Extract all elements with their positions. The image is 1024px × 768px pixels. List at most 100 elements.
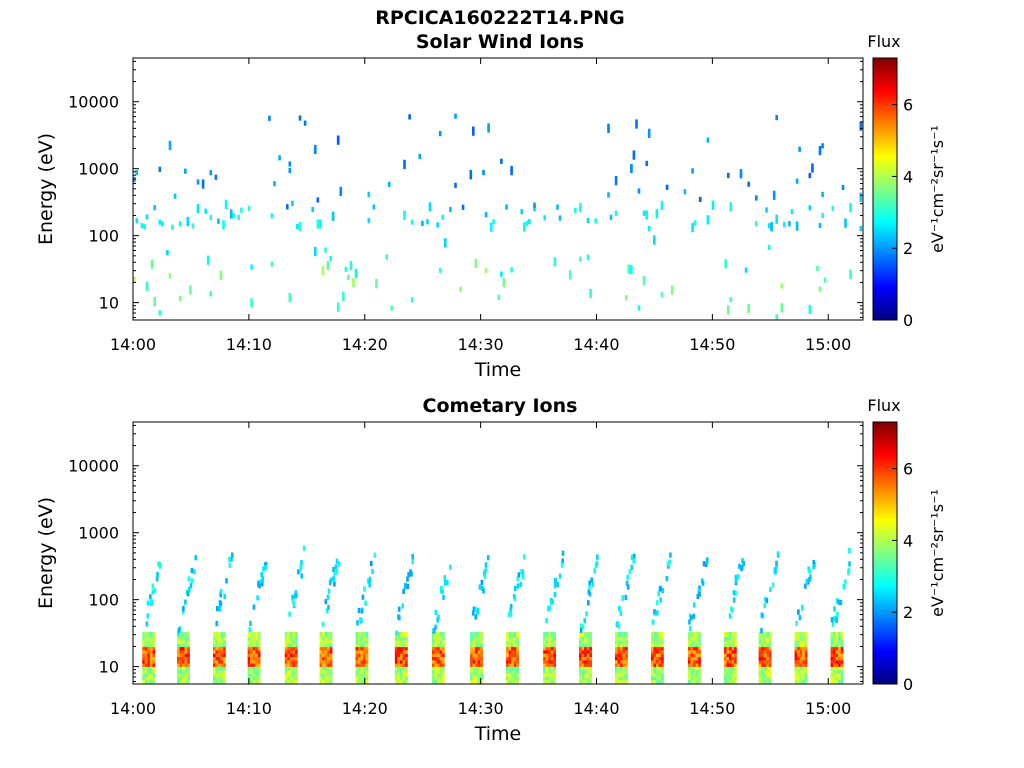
flux-cell	[439, 632, 443, 638]
flux-cell	[761, 651, 764, 657]
flux-cell	[550, 671, 554, 677]
flux-cell	[833, 635, 836, 641]
flux-cell	[182, 668, 185, 674]
flux-cell	[620, 668, 623, 674]
flux-cell	[336, 135, 340, 141]
flux-cell	[295, 665, 298, 671]
flux-cell	[480, 651, 483, 657]
flux-cell	[325, 608, 329, 614]
flux-cell	[219, 588, 223, 595]
flux-cell	[472, 655, 476, 661]
flux-cell	[840, 678, 844, 684]
flux-cell	[508, 655, 512, 661]
flux-cell	[149, 668, 153, 674]
flux-cell	[593, 568, 596, 574]
flux-cell	[179, 655, 183, 661]
flux-cell	[651, 678, 654, 684]
flux-cell	[579, 658, 582, 664]
flux-cell	[298, 221, 302, 228]
flux-cell	[142, 635, 145, 641]
flux-cell	[615, 668, 618, 674]
flux-cell	[250, 671, 253, 677]
flux-cell	[300, 573, 303, 579]
flux-cell	[311, 206, 314, 213]
flux-cell	[355, 641, 359, 648]
flux-cell	[661, 658, 664, 664]
flux-cell	[331, 215, 335, 221]
x-axis-label: Time	[474, 723, 522, 745]
flux-cell	[314, 148, 317, 155]
flux-cell	[656, 665, 659, 671]
flux-cell	[766, 678, 769, 684]
flux-cell	[316, 223, 320, 229]
flux-cell	[766, 635, 769, 641]
flux-cell	[802, 661, 805, 667]
flux-cell	[704, 561, 708, 567]
flux-cell	[295, 641, 298, 648]
flux-cell	[336, 306, 340, 312]
flux-cell	[849, 269, 852, 275]
flux-cell	[327, 648, 330, 654]
flux-cell	[767, 244, 771, 250]
flux-cell	[158, 310, 162, 316]
flux-cell	[213, 668, 216, 674]
flux-cell	[589, 292, 592, 299]
flux-cell	[734, 671, 737, 677]
flux-cell	[335, 558, 339, 564]
flux-cell	[147, 651, 150, 657]
flux-cell	[635, 123, 638, 129]
flux-cell	[589, 648, 592, 654]
flux-cell	[333, 570, 337, 576]
flux-cell	[182, 606, 185, 612]
flux-cell	[731, 651, 735, 657]
flux-cell	[319, 678, 323, 684]
flux-cell	[596, 554, 599, 560]
flux-cell	[358, 648, 361, 654]
flux-cell	[766, 661, 769, 667]
flux-cell	[586, 641, 590, 648]
flux-cell	[693, 220, 697, 226]
flux-cell	[626, 574, 629, 580]
flux-cell	[658, 661, 662, 667]
flux-cell	[469, 170, 473, 176]
flux-cell	[187, 576, 191, 582]
flux-cell	[336, 302, 340, 308]
flux-cell	[339, 186, 343, 192]
flux-cell	[428, 202, 432, 208]
flux-cell	[252, 635, 256, 641]
flux-cell	[632, 558, 635, 564]
flux-cell	[150, 259, 154, 265]
flux-cell	[432, 655, 435, 661]
flux-cell	[394, 648, 398, 654]
flux-cell	[437, 665, 440, 671]
flux-cell	[620, 674, 623, 681]
flux-cell	[327, 641, 330, 648]
flux-cell	[848, 547, 851, 554]
flux-cell	[586, 678, 590, 684]
flux-cell	[617, 648, 621, 654]
flux-cell	[724, 638, 727, 644]
flux-cell	[365, 674, 369, 681]
flux-cell	[437, 678, 440, 684]
flux-cell	[295, 658, 298, 664]
flux-cell	[655, 209, 659, 215]
flux-cell	[189, 285, 192, 291]
flux-cell	[291, 200, 294, 206]
flux-cell	[400, 632, 403, 638]
flux-cell	[215, 635, 219, 641]
flux-cell	[363, 655, 366, 661]
flux-cell	[661, 661, 664, 667]
flux-cell	[768, 674, 772, 681]
flux-cell	[545, 671, 549, 677]
flux-cell	[528, 219, 531, 225]
flux-cell	[734, 638, 737, 644]
flux-cell	[454, 113, 457, 119]
flux-cell	[513, 638, 517, 644]
flux-cell	[794, 661, 798, 667]
flux-cell	[442, 651, 445, 657]
flux-cell	[470, 668, 473, 674]
flux-cell	[768, 655, 772, 661]
flux-cell	[284, 678, 288, 684]
flux-cell	[616, 621, 620, 627]
flux-cell	[218, 645, 221, 651]
